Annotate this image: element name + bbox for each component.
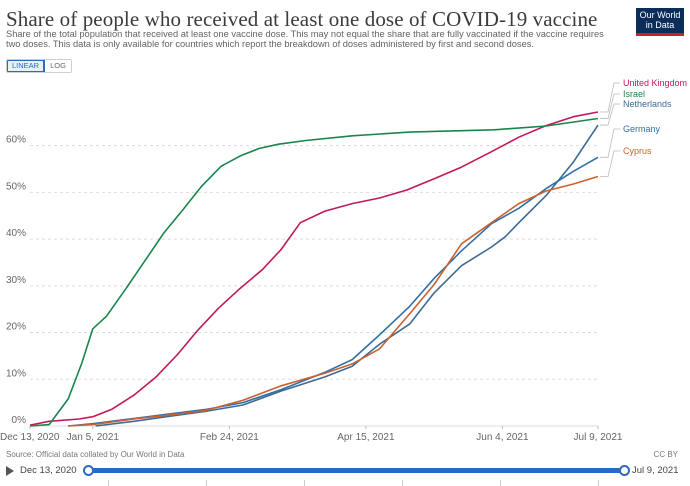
label-leader-line [600, 150, 620, 177]
x-tick-label: Jan 5, 2021 [67, 432, 120, 443]
timeline-end-date: Jul 9, 2021 [632, 465, 679, 476]
timeline-start-handle[interactable] [83, 465, 94, 476]
timeline-tick [108, 480, 109, 486]
series-label-netherlands[interactable]: Netherlands [623, 99, 672, 109]
timeline-slider: Dec 13, 2020 Jul 9, 2021 [0, 462, 690, 486]
logo-line-1: Our World [639, 10, 681, 20]
y-tick-label: 30% [6, 275, 26, 286]
label-leader-line [600, 103, 620, 126]
y-tick-label: 10% [6, 368, 26, 379]
series-label-israel[interactable]: Israel [623, 89, 645, 99]
scale-toggle: LINEAR LOG [6, 59, 72, 73]
series-line-israel[interactable] [29, 117, 599, 427]
timeline-tick [500, 480, 501, 486]
x-tick-label: Jun 4, 2021 [476, 432, 529, 443]
timeline-track[interactable] [88, 468, 625, 473]
chart-subtitle: Share of the total population that recei… [6, 29, 604, 50]
y-tick-label: 60% [6, 135, 26, 146]
series-label-cyprus[interactable]: Cyprus [623, 146, 652, 156]
chart-title: Share of people who received at least on… [6, 7, 598, 31]
log-scale-button[interactable]: LOG [45, 60, 71, 72]
owid-logo[interactable]: Our World in Data [636, 8, 684, 36]
timeline-tick [402, 480, 403, 486]
timeline-start-date: Dec 13, 2020 [20, 465, 77, 476]
series-line-germany[interactable] [68, 156, 599, 427]
x-tick-label: Dec 13, 2020 [0, 432, 60, 443]
timeline-tick [206, 480, 207, 486]
series-line-united-kingdom[interactable] [29, 111, 599, 426]
y-tick-label: 40% [6, 228, 26, 239]
series-label-germany[interactable]: Germany [623, 124, 661, 134]
timeline-tick [598, 480, 599, 486]
label-leader-line [600, 93, 620, 119]
y-tick-label: 50% [6, 181, 26, 192]
timeline-ticks [108, 480, 668, 486]
series-label-united-kingdom[interactable]: United Kingdom [623, 78, 687, 88]
timeline-end-handle[interactable] [619, 465, 630, 476]
source-note: Source: Official data collated by Our Wo… [6, 450, 185, 459]
y-tick-label: 0% [12, 415, 27, 426]
x-tick-label: Jul 9, 2021 [574, 432, 623, 443]
line-chart: 0% 10% 20% 30% 40% 50% 60% Dec 13, 2020 Jan 5, 2… [0, 78, 687, 443]
label-leader-line [600, 82, 620, 113]
series-line-netherlands[interactable] [95, 124, 599, 427]
y-tick-label: 20% [6, 322, 26, 333]
label-leader-line [600, 128, 620, 158]
play-icon[interactable] [6, 466, 14, 476]
linear-scale-button[interactable]: LINEAR [7, 60, 46, 72]
series-line-cyprus[interactable] [68, 175, 599, 427]
x-tick-label: Feb 24, 2021 [200, 432, 259, 443]
logo-line-2: in Data [645, 19, 675, 30]
x-tick-label: Apr 15, 2021 [337, 432, 395, 443]
license-label[interactable]: CC BY [653, 450, 678, 459]
timeline-tick [304, 480, 305, 486]
